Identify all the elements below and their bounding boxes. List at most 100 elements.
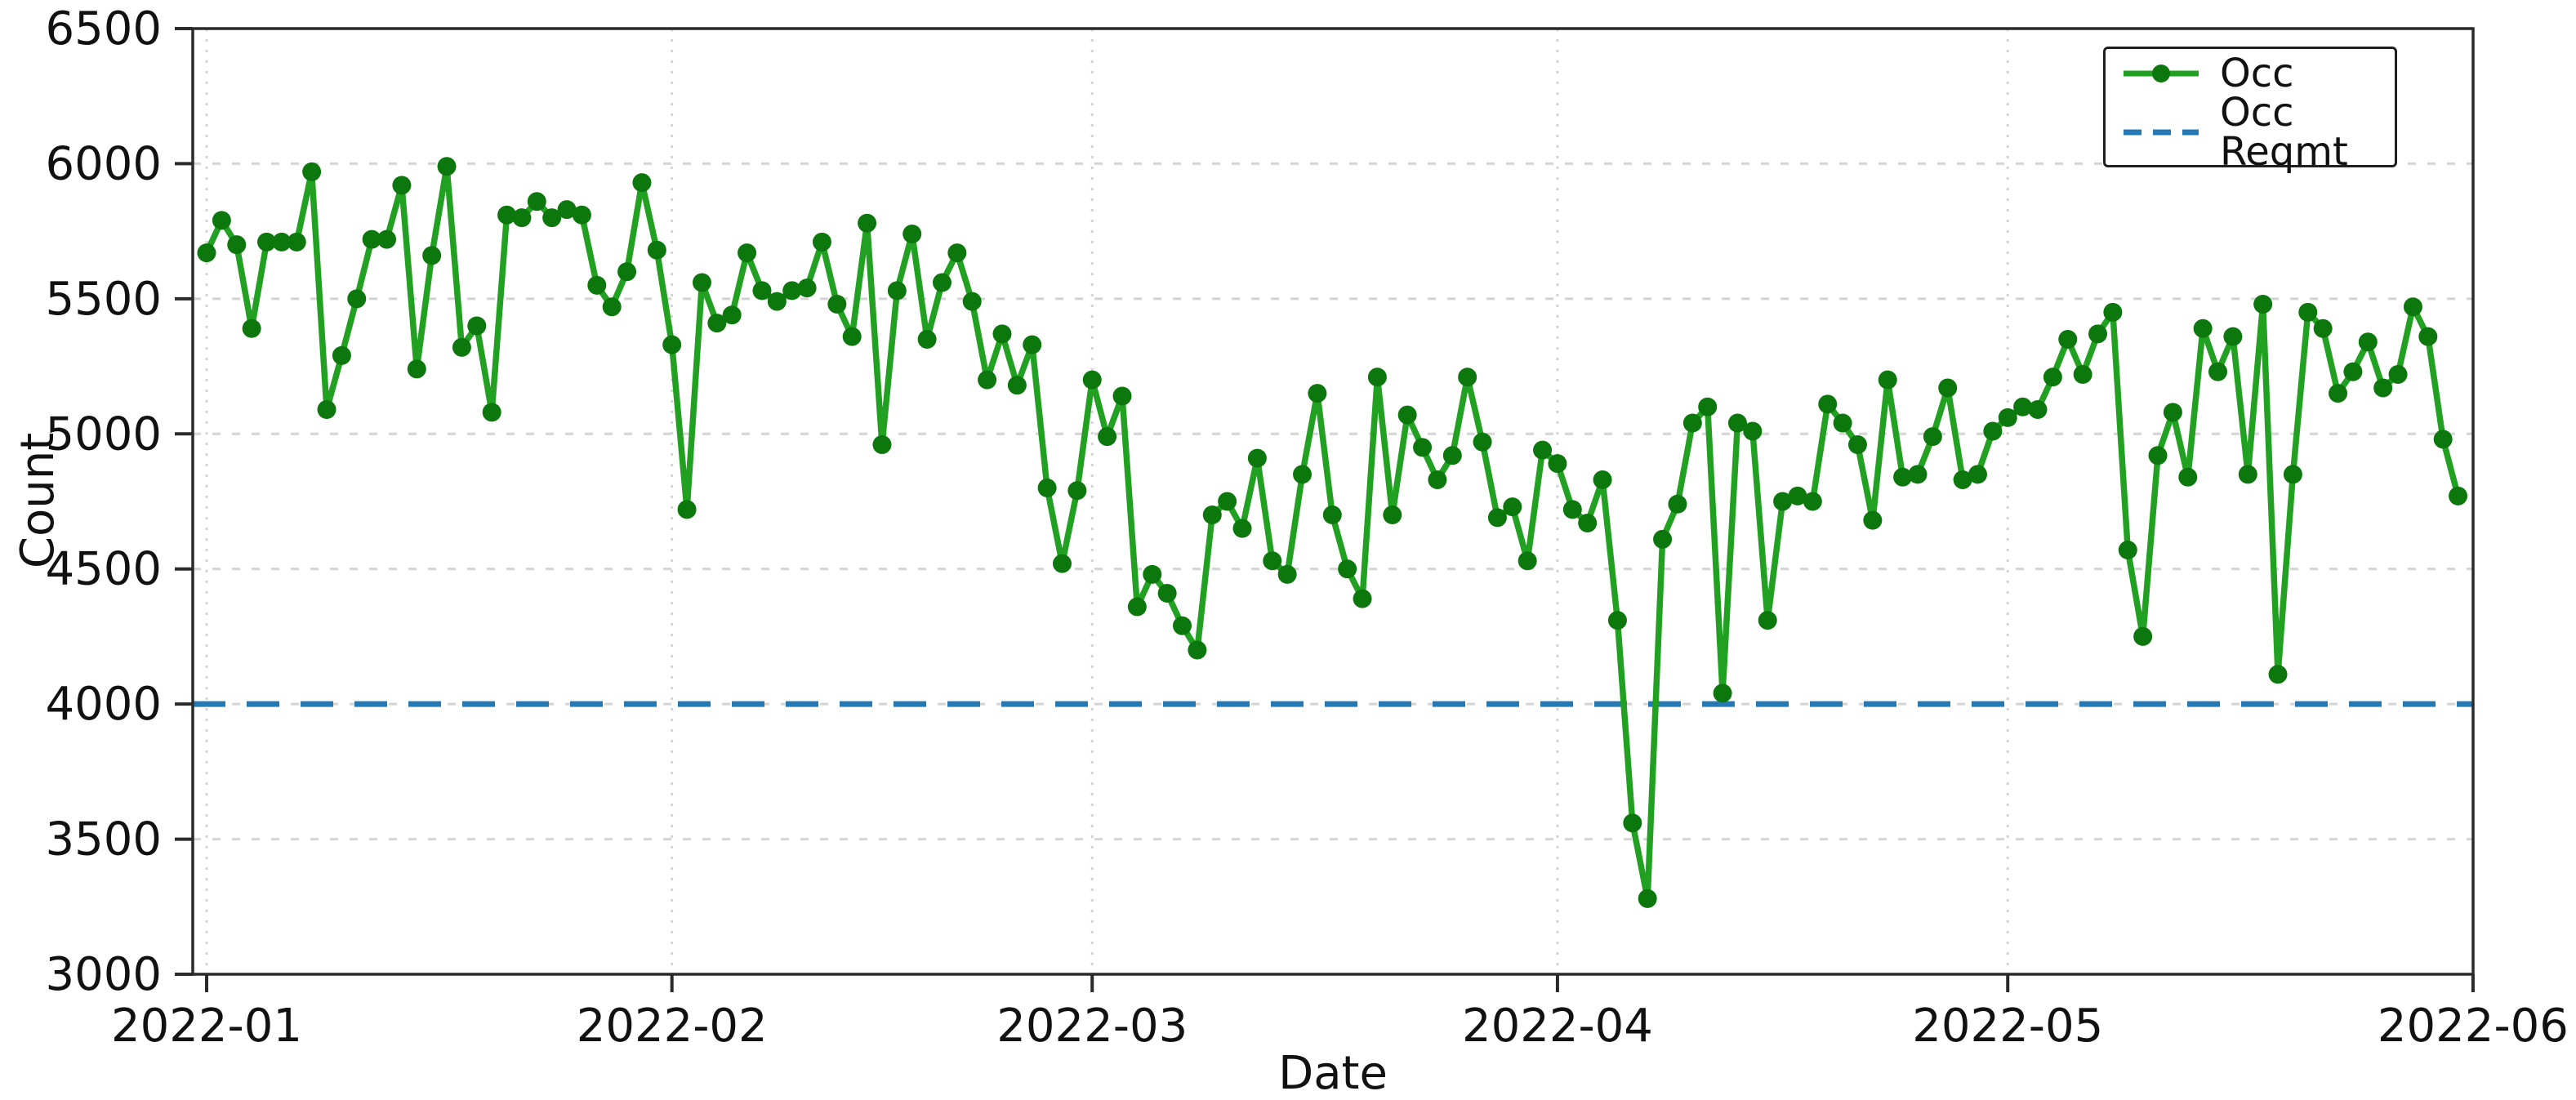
occ-data-point — [2148, 446, 2168, 465]
occ-data-point — [242, 318, 261, 338]
occ-data-point — [1157, 583, 1177, 603]
occ-data-point — [617, 262, 637, 282]
occ-data-point — [812, 232, 831, 252]
occ-data-point — [1968, 465, 1987, 484]
y-tick-label: 6000 — [45, 137, 162, 190]
occ-data-point — [272, 232, 292, 252]
y-tick-label: 3000 — [45, 948, 162, 1001]
occ-data-point — [842, 327, 862, 346]
y-tick-label: 5000 — [45, 407, 162, 461]
occ-data-point — [2028, 400, 2048, 420]
occ-data-point — [692, 273, 711, 292]
occ-data-point — [377, 229, 397, 249]
y-tick-label: 6500 — [45, 2, 162, 56]
occ-data-point — [1458, 367, 1477, 387]
x-tick-label: 2022-02 — [577, 1000, 768, 1053]
occ-data-point — [347, 289, 367, 309]
occ-data-point — [542, 208, 562, 228]
occ-data-point — [572, 205, 591, 225]
occ-data-point — [872, 435, 892, 455]
occ-data-point — [1322, 505, 1342, 525]
occ-data-point — [497, 205, 517, 225]
occ-data-point — [227, 235, 247, 255]
occ-data-point — [1397, 405, 1417, 425]
occ-data-point — [1518, 551, 1537, 571]
occ-data-point — [1593, 470, 1612, 490]
occ-data-point — [362, 229, 381, 249]
occ-data-point — [1308, 384, 1327, 403]
occ-data-point — [2358, 332, 2378, 352]
x-tick-label: 2022-03 — [996, 1000, 1188, 1053]
occ-data-point — [662, 335, 682, 354]
occ-data-point — [527, 192, 546, 212]
x-tick-label: 2022-01 — [111, 1000, 302, 1053]
occ-data-point — [2403, 297, 2422, 317]
x-axis-title: Date — [1278, 1047, 1388, 1100]
occ-data-point — [407, 359, 426, 379]
occ-data-point — [2433, 430, 2453, 449]
occ-data-point — [2133, 626, 2153, 646]
occ-data-point — [512, 208, 532, 228]
occ-data-point — [1578, 513, 1598, 532]
occ-data-point — [1653, 529, 1673, 549]
occ-data-point — [1037, 478, 1057, 497]
occ-data-point — [1188, 640, 1207, 660]
legend-label-occ: Occ — [2220, 51, 2294, 96]
occ-data-point — [1847, 435, 1867, 455]
occ-data-point — [557, 200, 577, 220]
legend-item-occ-reqmt: Occ Reqmt — [2124, 93, 2387, 171]
occ-data-point — [1908, 465, 1928, 484]
occ-data-point — [782, 281, 802, 301]
plot-border — [191, 27, 2475, 976]
occ-data-point — [1548, 454, 1567, 474]
y-tick-label: 3500 — [45, 813, 162, 866]
occ-line-sample-icon — [2124, 63, 2199, 84]
occ-data-point — [2208, 362, 2228, 381]
occ-data-point — [2388, 364, 2408, 384]
occ-data-point — [1727, 413, 1747, 433]
occ-data-point — [1788, 486, 1807, 505]
occ-data-point — [1413, 438, 1433, 457]
occ-data-point — [647, 240, 666, 260]
occ-data-point — [992, 324, 1012, 344]
y-tick-label: 5500 — [45, 273, 162, 326]
occ-data-point — [1023, 335, 1042, 354]
occ-data-point — [1803, 492, 1822, 511]
occ-data-point — [332, 345, 351, 365]
occ-data-point — [632, 173, 652, 193]
occ-data-point — [2329, 384, 2348, 403]
legend-item-occ: Occ — [2124, 54, 2387, 93]
occ-data-point — [212, 211, 231, 230]
occ-reqmt-dash-sample-icon — [2124, 122, 2199, 143]
occ-data-point — [1067, 481, 1087, 501]
occ-data-point — [2058, 329, 2078, 349]
occ-data-point — [2223, 327, 2243, 346]
y-axis-title: Count — [11, 432, 65, 569]
occ-line — [203, 163, 2462, 902]
occ-data-point — [2449, 486, 2468, 505]
occ-data-point — [1218, 492, 1237, 511]
occ-data-point — [1127, 597, 1147, 617]
occ-data-point — [422, 246, 442, 265]
occ-data-point — [1863, 510, 1883, 530]
occ-data-point — [1743, 421, 1763, 441]
occ-data-point — [2163, 403, 2182, 422]
occ-data-point — [1983, 421, 2003, 441]
occ-data-point — [858, 213, 877, 233]
occ-data-point — [902, 224, 922, 243]
x-tick-label: 2022-05 — [1912, 1000, 2103, 1053]
occ-data-point — [1713, 684, 1732, 703]
occ-data-point — [1353, 589, 1372, 608]
occ-data-point — [2283, 465, 2302, 484]
occ-data-point — [452, 337, 471, 357]
occ-data-point — [827, 294, 847, 314]
occ-data-point — [1638, 888, 1657, 908]
occ-data-point — [1442, 446, 1462, 465]
occ-data-point — [2118, 541, 2137, 560]
occ-data-point — [752, 281, 772, 301]
y-tick-label: 4500 — [45, 543, 162, 596]
occ-data-point — [1682, 413, 1702, 433]
occ-data-point — [1173, 616, 1192, 635]
occ-data-point — [1098, 427, 1117, 447]
